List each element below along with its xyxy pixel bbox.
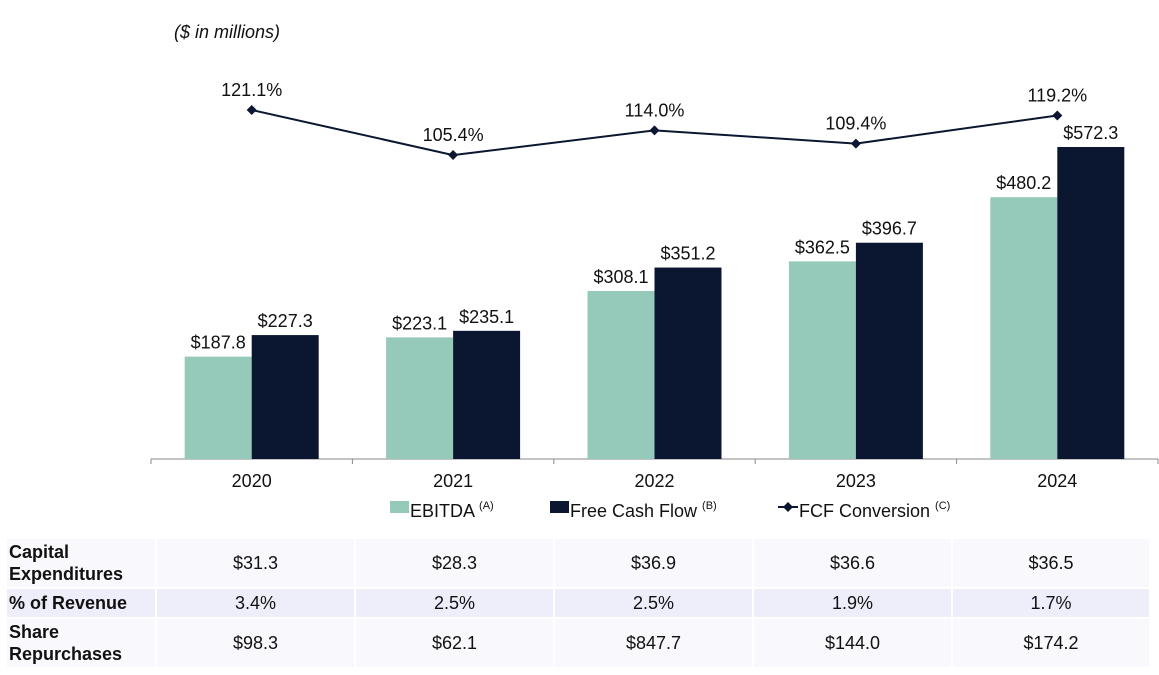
line-data-label: 109.4% [825,114,886,134]
data-label: $227.3 [258,311,313,331]
x-tick-label: 2022 [634,471,674,491]
legend-label: FCF Conversion (C) [799,500,950,521]
table-cell: $36.6 [754,539,951,587]
diamond-marker [448,150,459,161]
data-label: $351.2 [660,244,715,264]
bar-ebitda [990,197,1058,460]
table-cell: 3.4% [157,589,354,617]
legend-swatch [390,501,409,513]
x-tick-label: 2021 [433,471,473,491]
bar-free-cash-flow [654,267,722,459]
data-label: $187.8 [191,333,246,353]
table-row: Share Repurchases $98.3 $62.1 $847.7 $14… [7,619,1149,667]
table-row: % of Revenue 3.4% 2.5% 2.5% 1.9% 1.7% [7,589,1149,617]
table-cell: $98.3 [157,619,354,667]
table-cell: $62.1 [356,619,553,667]
table-cell: $28.3 [356,539,553,587]
table-cell: $847.7 [555,619,752,667]
bar-ebitda [587,291,655,459]
legend-swatch [550,501,569,513]
table-cell: $144.0 [754,619,951,667]
legend-diamond-icon [783,502,793,512]
table-cell: $36.5 [953,539,1149,587]
x-tick-label: 2023 [836,471,876,491]
legend-label: EBITDA (A) [410,500,494,521]
row-label: Capital Expenditures [7,539,155,587]
line-data-label: 121.1% [221,80,282,100]
data-label: $223.1 [392,313,447,333]
row-label: Share Repurchases [7,619,155,667]
data-label: $480.2 [996,173,1051,193]
diamond-marker [246,105,257,115]
bar-free-cash-flow [1057,147,1125,459]
bar-ebitda [386,337,454,459]
metrics-table: Capital Expenditures $31.3 $28.3 $36.9 $… [5,537,1151,669]
data-label: $235.1 [459,307,514,327]
data-label: $572.3 [1063,123,1118,143]
bar-free-cash-flow [251,335,319,459]
bar-ebitda [788,261,856,459]
diamond-marker [850,138,861,149]
table-cell: 1.7% [953,589,1149,617]
line-data-label: 114.0% [625,100,685,120]
table-cell: 2.5% [555,589,752,617]
chart-svg: 2020 $187.8 $227.3 2021 $223.1 $235.1 2022 $308… [150,80,1159,521]
legend-label: Free Cash Flow (B) [570,500,717,521]
bar-free-cash-flow [453,330,521,459]
line-data-label: 119.2% [1027,85,1087,105]
bar-free-cash-flow [855,242,923,459]
table-cell: 2.5% [356,589,553,617]
row-label: % of Revenue [7,589,155,617]
x-tick-label: 2020 [232,471,272,491]
table-cell: $31.3 [157,539,354,587]
table-cell: $174.2 [953,619,1149,667]
data-label: $308.1 [593,267,648,287]
data-label: $362.5 [795,237,850,257]
data-label: $396.7 [862,219,917,239]
x-tick-label: 2024 [1037,471,1077,491]
diamond-marker [1052,110,1063,121]
units-note: ($ in millions) [174,22,281,42]
table-cell: 1.9% [754,589,951,617]
bar-ebitda [184,356,252,459]
line-data-label: 105.4% [423,125,484,145]
diamond-marker [649,125,660,136]
table-cell: $36.9 [555,539,752,587]
table-row: Capital Expenditures $31.3 $28.3 $36.9 $… [7,539,1149,587]
